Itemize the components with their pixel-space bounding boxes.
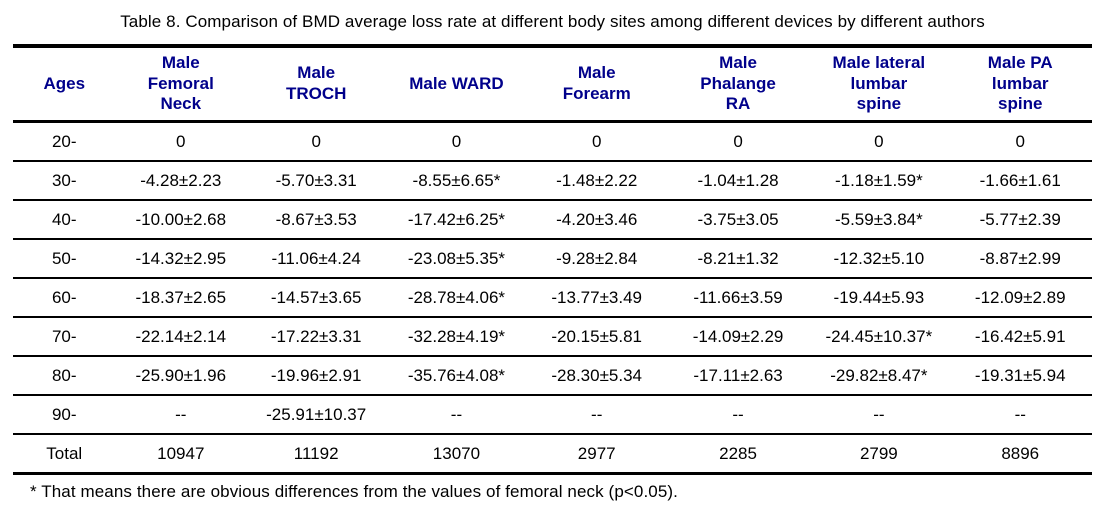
value-cell: -23.08±5.35* — [386, 239, 527, 280]
value-cell: -5.59±3.84* — [809, 200, 949, 241]
column-header: Male Phalange RA — [666, 46, 810, 124]
column-header: Ages — [13, 46, 116, 124]
value-cell: -- — [809, 395, 949, 436]
value-cell: -32.28±4.19* — [386, 317, 527, 358]
value-cell: 13070 — [432, 443, 481, 463]
value-cell: -- — [115, 395, 247, 436]
table-row: 80- -25.90±1.96 -19.96±2.91 -35.76±4.08* -28… — [13, 356, 1092, 397]
value-cell: -8.21±1.32 — [666, 239, 810, 280]
table-caption: Table 8. Comparison of BMD average loss … — [120, 12, 985, 31]
value-cell: 10947 — [157, 443, 205, 463]
age-cell: 20- — [13, 121, 116, 163]
value-cell: -18.37±2.65 — [115, 278, 247, 319]
value-cell: -1.48±2.22 — [526, 161, 667, 202]
table-row: Total 10947 11192 13070 2977 2285 2799 8896 — [13, 434, 1092, 474]
age-cell: 50- — [13, 239, 116, 280]
age-cell: 80- — [13, 356, 116, 397]
value-cell: -12.09±2.89 — [948, 278, 1092, 319]
value-cell: 11192 — [293, 443, 339, 463]
value-cell: -28.78±4.06* — [386, 278, 527, 319]
value-cell: 0 — [386, 121, 527, 163]
value-cell: -17.22±3.31 — [246, 317, 387, 358]
value-cell: 0 — [666, 121, 810, 163]
column-header: Male PA lumbar spine — [948, 46, 1092, 124]
value-cell: 0 — [246, 121, 387, 163]
value-cell: -22.14±2.14 — [115, 317, 247, 358]
table-row: 20- 0 0 0 0 0 0 0 — [13, 121, 1092, 163]
column-header: Male lateral lumbar spine — [809, 46, 949, 124]
value-cell: -17.11±2.63 — [666, 356, 810, 397]
table-row: 60- -18.37±2.65 -14.57±3.65 -28.78±4.06* -13… — [13, 278, 1092, 319]
bmd-comparison-table: Ages Male Femoral Neck Male TROCH Male WARD… — [13, 44, 1092, 476]
column-header: Male Femoral Neck — [115, 46, 247, 124]
value-cell: -8.55±6.65* — [386, 161, 527, 202]
age-cell: 70- — [13, 317, 116, 358]
value-cell: -4.20±3.46 — [526, 200, 667, 241]
value-cell: -11.06±4.24 — [246, 239, 387, 280]
value-cell: -29.82±8.47* — [809, 356, 949, 397]
value-cell: -- — [948, 395, 1092, 436]
value-cell: -25.91±10.37 — [246, 395, 387, 436]
value-cell: -8.67±3.53 — [246, 200, 387, 241]
value-cell: -11.66±3.59 — [666, 278, 810, 319]
value-cell: 0 — [526, 121, 667, 163]
value-cell: -- — [666, 395, 810, 436]
value-cell: -20.15±5.81 — [526, 317, 667, 358]
value-cell: 8896 — [1001, 443, 1040, 463]
column-header: Male WARD — [386, 46, 527, 124]
value-cell: 2285 — [719, 443, 757, 463]
value-cell: -1.18±1.59* — [809, 161, 949, 202]
value-cell: -3.75±3.05 — [666, 200, 810, 241]
value-cell: -35.76±4.08* — [386, 356, 527, 397]
value-cell: -9.28±2.84 — [526, 239, 667, 280]
value-cell: -19.31±5.94 — [948, 356, 1092, 397]
value-cell: -25.90±1.96 — [115, 356, 247, 397]
value-cell: -- — [386, 395, 527, 436]
header-row: Ages Male Femoral Neck Male TROCH Male WARD… — [13, 46, 1092, 124]
value-cell: -19.96±2.91 — [246, 356, 387, 397]
value-cell: -17.42±6.25* — [386, 200, 527, 241]
value-cell: -1.04±1.28 — [666, 161, 810, 202]
value-cell: 0 — [948, 121, 1092, 163]
age-cell: 30- — [13, 161, 116, 202]
value-cell: -- — [526, 395, 667, 436]
value-cell: -16.42±5.91 — [948, 317, 1092, 358]
value-cell: -13.77±3.49 — [526, 278, 667, 319]
value-cell: -14.09±2.29 — [666, 317, 810, 358]
age-cell: Total — [46, 443, 83, 463]
value-cell: -14.32±2.95 — [115, 239, 247, 280]
value-cell: -14.57±3.65 — [246, 278, 387, 319]
value-cell: 2799 — [859, 443, 898, 463]
age-cell: 60- — [13, 278, 116, 319]
footnote: * That means there are obvious differenc… — [30, 482, 678, 502]
column-header: Male Forearm — [526, 46, 667, 124]
value-cell: -28.30±5.34 — [526, 356, 667, 397]
value-cell: -5.77±2.39 — [948, 200, 1092, 241]
table-row: 50- -14.32±2.95 -11.06±4.24 -23.08±5.35* -9.… — [13, 239, 1092, 280]
table-row: 40- -10.00±2.68 -8.67±3.53 -17.42±6.25* -4.2… — [13, 200, 1092, 241]
value-cell: -5.70±3.31 — [246, 161, 387, 202]
age-cell: 40- — [13, 200, 116, 241]
value-cell: 2977 — [577, 443, 616, 463]
value-cell: -12.32±5.10 — [809, 239, 949, 280]
value-cell: -24.45±10.37* — [809, 317, 949, 358]
value-cell: -19.44±5.93 — [809, 278, 949, 319]
table-row: 30- -4.28±2.23 -5.70±3.31 -8.55±6.65* -1.48±… — [13, 161, 1092, 202]
value-cell: -10.00±2.68 — [115, 200, 247, 241]
value-cell: -1.66±1.61 — [948, 161, 1092, 202]
value-cell: -8.87±2.99 — [948, 239, 1092, 280]
column-header: Male TROCH — [246, 46, 387, 124]
value-cell: 0 — [115, 121, 247, 163]
table-row: 70- -22.14±2.14 -17.22±3.31 -32.28±4.19* -20… — [13, 317, 1092, 358]
value-cell: -4.28±2.23 — [115, 161, 247, 202]
value-cell: 0 — [809, 121, 949, 163]
table-row: 90- -- -25.91±10.37 -- -- -- -- -- — [13, 395, 1092, 436]
age-cell: 90- — [13, 395, 116, 436]
